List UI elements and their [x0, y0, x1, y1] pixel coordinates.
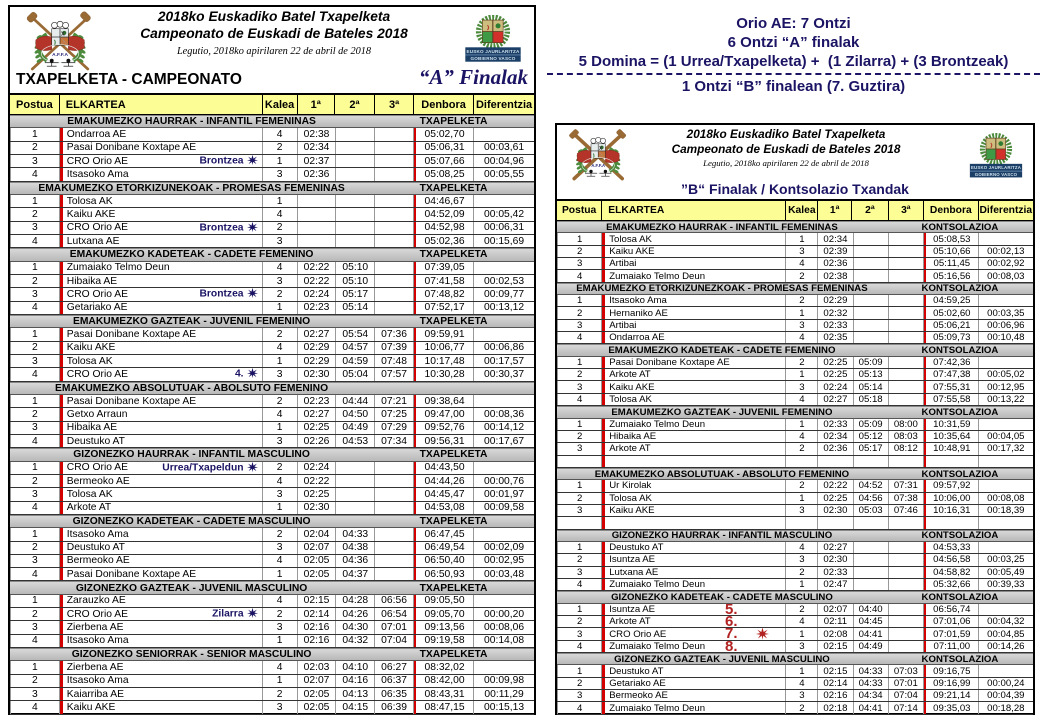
svg-text:A.F.F.A: A.F.F.A: [52, 52, 68, 58]
svg-text:GOBIERNO VASCO: GOBIERNO VASCO: [470, 56, 515, 61]
svg-text:GOBIERNO VASCO: GOBIERNO VASCO: [975, 172, 1018, 177]
svg-text:A.F.F.A: A.F.F.A: [591, 163, 605, 168]
svg-text:EUSKO JAURLARITZA: EUSKO JAURLARITZA: [971, 165, 1022, 170]
svg-text:EUSKO JAURLARITZA: EUSKO JAURLARITZA: [466, 49, 520, 54]
